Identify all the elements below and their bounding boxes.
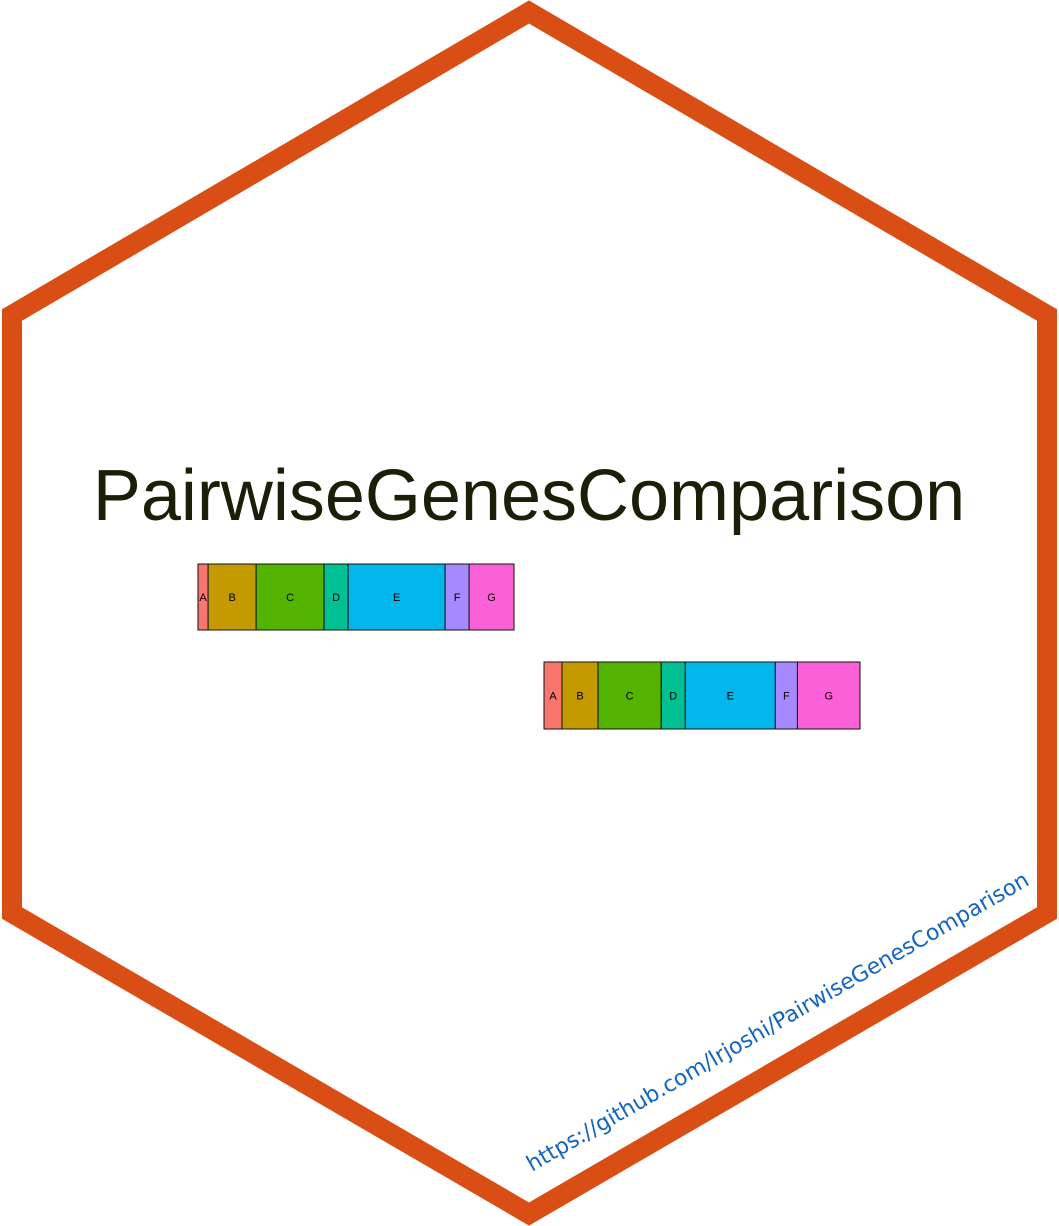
sticker-title: PairwiseGenesComparison	[93, 456, 965, 536]
gene-segment-label: G	[824, 691, 833, 703]
gene-segment-g	[468, 563, 515, 631]
gene-segment-g	[796, 661, 861, 730]
gene-segment-label: G	[487, 592, 496, 604]
gene-segment-label: D	[669, 691, 677, 703]
gene-segment-f	[444, 563, 470, 631]
gene-segment-label: F	[783, 691, 790, 703]
gene-segment-b	[561, 661, 599, 730]
gene-segment-label: A	[549, 691, 557, 703]
gene-segment-c	[597, 661, 662, 730]
gene-segment-label: E	[393, 592, 400, 604]
gene-segment-label: A	[199, 592, 207, 604]
gene-segment-e	[684, 661, 776, 730]
gene-track-upper: A B C D E F G	[197, 563, 515, 631]
gene-segment-label: D	[332, 592, 340, 604]
gene-track-lower: A B C D E F G	[543, 661, 861, 730]
gene-segment-label: B	[576, 691, 583, 703]
gene-segment-label: B	[228, 592, 235, 604]
gene-segment-label: F	[454, 592, 461, 604]
gene-segment-label: C	[286, 592, 294, 604]
gene-segment-label: C	[626, 691, 634, 703]
gene-segment-label: E	[727, 691, 734, 703]
gene-segment-c	[255, 563, 325, 631]
